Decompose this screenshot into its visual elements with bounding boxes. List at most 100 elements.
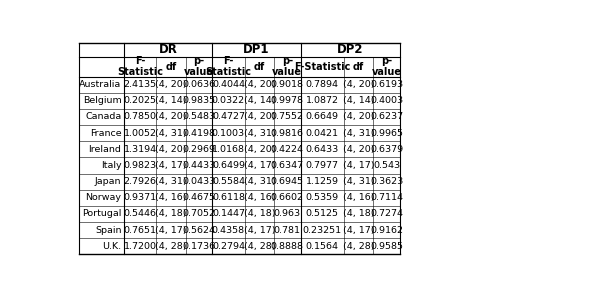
Text: 0.4044: 0.4044 <box>212 80 245 89</box>
Text: 0.5483: 0.5483 <box>182 112 216 121</box>
Text: 0.543: 0.543 <box>373 161 400 170</box>
Text: (4, 31): (4, 31) <box>244 177 275 186</box>
Text: 0.5359: 0.5359 <box>305 193 339 202</box>
Text: (4, 31): (4, 31) <box>343 129 375 138</box>
Text: df: df <box>165 61 177 71</box>
Text: 1.0052: 1.0052 <box>124 129 156 138</box>
Text: 0.8888: 0.8888 <box>271 242 304 251</box>
Text: (4, 14): (4, 14) <box>244 96 275 105</box>
Text: F-Statistic: F-Statistic <box>294 61 350 71</box>
Text: 0.4003: 0.4003 <box>370 96 403 105</box>
Text: 0.7894: 0.7894 <box>305 80 339 89</box>
Text: Australia: Australia <box>79 80 121 89</box>
Text: (4, 20): (4, 20) <box>244 145 275 154</box>
Text: 0.6602: 0.6602 <box>271 193 304 202</box>
Text: 0.5125: 0.5125 <box>305 209 339 219</box>
Text: 1.7200: 1.7200 <box>124 242 156 251</box>
Text: Italy: Italy <box>101 161 121 170</box>
Text: 0.7274: 0.7274 <box>370 209 403 219</box>
Text: DP2: DP2 <box>337 43 364 56</box>
Text: 0.6649: 0.6649 <box>305 112 339 121</box>
Text: Ireland: Ireland <box>88 145 121 154</box>
Text: 0.7850: 0.7850 <box>124 112 156 121</box>
Text: 0.3623: 0.3623 <box>370 177 403 186</box>
Text: Spain: Spain <box>95 226 121 235</box>
Text: 1.1259: 1.1259 <box>305 177 339 186</box>
Text: 0.0636: 0.0636 <box>182 80 216 89</box>
Text: 0.6379: 0.6379 <box>370 145 403 154</box>
Text: df: df <box>353 61 364 71</box>
Text: (4, 20): (4, 20) <box>244 80 275 89</box>
Text: 0.5446: 0.5446 <box>124 209 156 219</box>
Text: 0.7977: 0.7977 <box>305 161 339 170</box>
Text: 0.4358: 0.4358 <box>212 226 245 235</box>
Text: 0.4727: 0.4727 <box>212 112 245 121</box>
Text: F-
Statistic: F- Statistic <box>117 56 163 77</box>
Text: (4, 17): (4, 17) <box>244 226 275 235</box>
Text: (4, 18): (4, 18) <box>155 209 187 219</box>
Text: 0.6237: 0.6237 <box>370 112 403 121</box>
Text: (4, 28): (4, 28) <box>244 242 275 251</box>
Text: 0.5624: 0.5624 <box>182 226 216 235</box>
Text: F-
Statistic: F- Statistic <box>205 56 251 77</box>
Text: 1.0872: 1.0872 <box>305 96 339 105</box>
Text: (4, 31): (4, 31) <box>244 129 275 138</box>
Text: 0.6499: 0.6499 <box>212 161 245 170</box>
Text: (4, 16): (4, 16) <box>244 193 275 202</box>
Text: 0.7651: 0.7651 <box>124 226 156 235</box>
Text: 0.9585: 0.9585 <box>370 242 403 251</box>
Text: 0.0421: 0.0421 <box>305 129 339 138</box>
Text: (4, 18): (4, 18) <box>343 209 375 219</box>
Text: Belgium: Belgium <box>83 96 121 105</box>
Text: 0.0433: 0.0433 <box>182 177 216 186</box>
Text: 0.2025: 0.2025 <box>124 96 156 105</box>
Text: 1.3194: 1.3194 <box>124 145 156 154</box>
Text: 0.6433: 0.6433 <box>305 145 339 154</box>
Text: 0.9965: 0.9965 <box>370 129 403 138</box>
Text: (4, 20): (4, 20) <box>343 112 375 121</box>
Text: 0.4675: 0.4675 <box>182 193 216 202</box>
Text: Portugal: Portugal <box>82 209 121 219</box>
Text: 0.1564: 0.1564 <box>305 242 339 251</box>
Text: (4, 17): (4, 17) <box>244 161 275 170</box>
Text: (4, 20): (4, 20) <box>343 145 375 154</box>
Text: (4, 17): (4, 17) <box>155 226 187 235</box>
Text: 0.7114: 0.7114 <box>370 193 403 202</box>
Text: (4, 17): (4, 17) <box>155 161 187 170</box>
Text: 0.9835: 0.9835 <box>182 96 216 105</box>
Text: 0.963: 0.963 <box>274 209 301 219</box>
Text: (4, 17): (4, 17) <box>343 161 375 170</box>
Text: (4, 28): (4, 28) <box>155 242 187 251</box>
Text: U.K.: U.K. <box>102 242 121 251</box>
Text: 1.0168: 1.0168 <box>212 145 245 154</box>
Text: (4, 20): (4, 20) <box>155 112 187 121</box>
Text: (4, 31): (4, 31) <box>343 177 375 186</box>
Text: 0.5584: 0.5584 <box>212 177 245 186</box>
Text: 0.7052: 0.7052 <box>182 209 216 219</box>
Text: Norway: Norway <box>85 193 121 202</box>
Text: (4, 18): (4, 18) <box>244 209 275 219</box>
Text: (4, 14): (4, 14) <box>343 96 375 105</box>
Text: 0.9371: 0.9371 <box>124 193 156 202</box>
Text: 0.6118: 0.6118 <box>212 193 245 202</box>
Text: (4, 20): (4, 20) <box>155 80 187 89</box>
Text: 0.1003: 0.1003 <box>212 129 245 138</box>
Text: 0.6193: 0.6193 <box>370 80 403 89</box>
Text: (4, 20): (4, 20) <box>244 112 275 121</box>
Text: (4, 16): (4, 16) <box>343 193 375 202</box>
Text: (4, 17): (4, 17) <box>343 226 375 235</box>
Text: 0.23251: 0.23251 <box>302 226 342 235</box>
Text: 0.2969: 0.2969 <box>182 145 216 154</box>
Text: p-
value: p- value <box>272 56 302 77</box>
Text: 0.4224: 0.4224 <box>271 145 304 154</box>
Text: (4, 31): (4, 31) <box>155 177 187 186</box>
Text: 0.9978: 0.9978 <box>271 96 304 105</box>
Text: (4, 20): (4, 20) <box>343 80 375 89</box>
Text: 0.6347: 0.6347 <box>271 161 304 170</box>
Text: 0.9816: 0.9816 <box>271 129 304 138</box>
Text: 2.4135: 2.4135 <box>124 80 156 89</box>
Text: (4, 14): (4, 14) <box>155 96 187 105</box>
Text: (4, 28): (4, 28) <box>343 242 375 251</box>
Text: DP1: DP1 <box>243 43 270 56</box>
Text: 0.9162: 0.9162 <box>370 226 403 235</box>
